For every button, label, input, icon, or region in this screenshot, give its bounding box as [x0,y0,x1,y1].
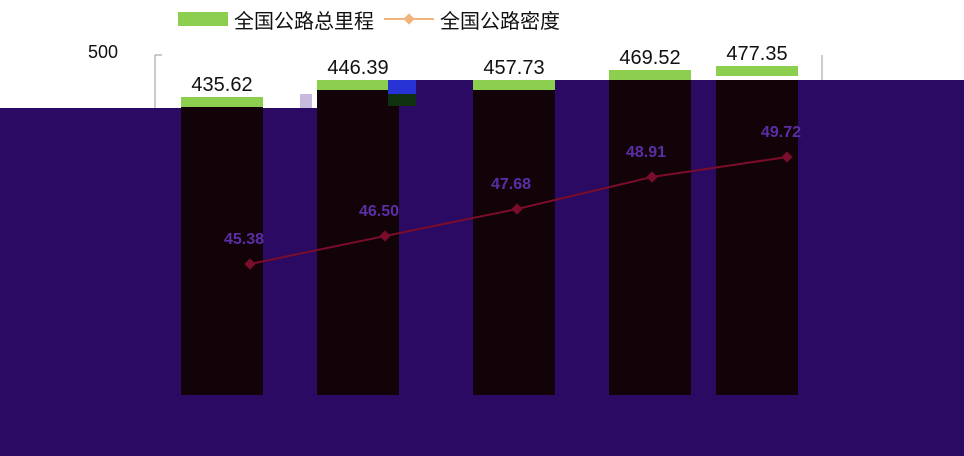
legend-label-density: 全国公路密度 [440,10,560,33]
bar-value-label: 457.73 [483,57,544,79]
artifact-block [388,80,416,94]
legend-swatch-bar [178,12,228,26]
artifact-block [300,94,312,108]
artifact-block [388,94,416,106]
bar-top-segment [473,80,555,90]
density-point [646,171,658,183]
bar [716,80,798,395]
density-value-label: 49.72 [761,124,801,141]
label-layer: 435.62 446.39 457.73 469.52 477.35 45.38 46.50… [191,43,801,248]
density-value-label: 47.68 [491,176,531,193]
legend-item-total-mileage: 全国公路总里程 [178,5,374,34]
density-value-label: 46.50 [359,203,399,220]
legend-item-density: 全国公路密度 [384,5,560,34]
bar-value-label: 469.52 [619,47,680,69]
bar [181,107,263,395]
legend-swatch-line [384,12,434,26]
bar-value-label: 477.35 [726,43,787,65]
bar-value-label: 435.62 [191,74,252,96]
y-axis-top-tick-label: 500 [88,42,119,62]
density-point [379,230,391,242]
bar-top-segment [609,70,691,80]
bar-layer [181,66,798,395]
axis-layer [154,54,823,108]
chart-legend: 全国公路总里程 全国公路密度 [178,4,560,34]
bar-top-segment [317,80,399,90]
legend-label-total-mileage: 全国公路总里程 [234,10,374,33]
density-point [511,203,523,215]
density-point [244,258,256,270]
bar-value-label: 446.39 [327,57,388,79]
density-value-label: 48.91 [626,144,666,161]
bar-top-segment [716,66,798,76]
bar [473,90,555,395]
density-value-label: 45.38 [224,231,264,248]
bar-top-segment [181,97,263,107]
bar [609,80,691,395]
line-layer [244,151,793,270]
density-point [781,151,793,163]
